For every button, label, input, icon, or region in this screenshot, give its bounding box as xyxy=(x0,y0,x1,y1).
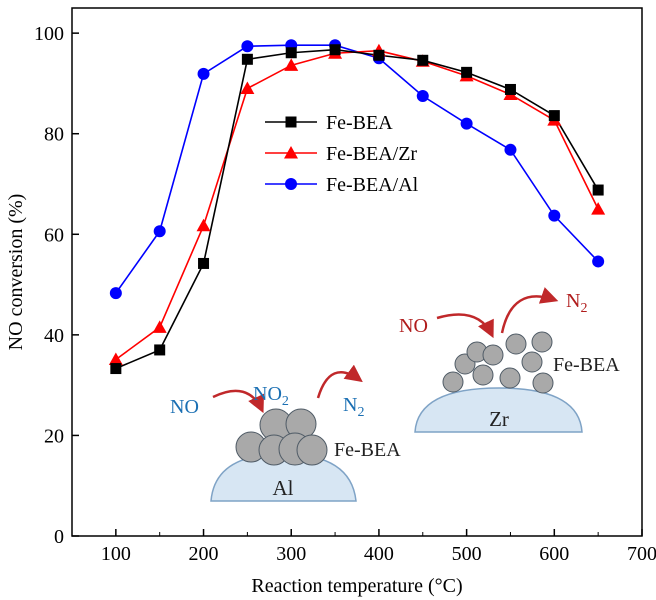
x-tick-label: 300 xyxy=(276,543,306,565)
al-catalyst-label: Fe-BEA xyxy=(334,439,401,461)
zr-particle xyxy=(532,372,554,394)
axis-ticks: 100 200 300 400 500 600 700 0 20 40 60 80 100 xyxy=(34,23,656,565)
y-tick-label: 80 xyxy=(44,124,64,146)
legend-marker xyxy=(284,146,298,159)
data-point-triangle xyxy=(108,352,123,365)
zr-support-label: Zr xyxy=(489,407,509,431)
zr-particle xyxy=(521,351,543,373)
zr-particle xyxy=(442,371,464,393)
data-point-square xyxy=(592,184,604,196)
al-no2-base: NO xyxy=(253,383,282,405)
data-point-circle xyxy=(416,90,429,102)
data-point-circle xyxy=(548,209,561,222)
zr-support xyxy=(414,387,583,433)
data-point-triangle xyxy=(591,202,606,215)
al-no2-label: NO2 xyxy=(253,383,289,409)
y-tick-label: 100 xyxy=(34,23,64,45)
data-point-square xyxy=(548,110,560,122)
data-point-square xyxy=(461,66,473,78)
y-tick-label: 40 xyxy=(44,325,64,347)
zr-arrow-no-to-surface xyxy=(436,313,494,339)
series-line-triangle xyxy=(115,49,599,361)
al-arrow-no2-to-n2 xyxy=(316,364,363,399)
zr-particle xyxy=(505,333,527,355)
plot-frame xyxy=(71,7,643,537)
data-point-circle xyxy=(460,117,473,130)
x-tick-label: 200 xyxy=(189,543,219,565)
data-point-square xyxy=(504,83,516,95)
series-line-square xyxy=(115,48,599,370)
legend-marker xyxy=(285,116,297,128)
al-no-label: NO xyxy=(170,396,199,418)
data-point-triangle xyxy=(196,218,211,232)
series-line-circle xyxy=(115,44,599,294)
legend: Fe-BEA Fe-BEA/Zr Fe-BEA/Al xyxy=(265,112,419,196)
data-point-square xyxy=(241,53,253,65)
legend-label: Fe-BEA xyxy=(326,112,393,134)
al-support-label: Al xyxy=(273,476,294,500)
data-point-square xyxy=(154,344,166,356)
x-tick-label: 500 xyxy=(452,543,482,565)
legend-label: Fe-BEA/Zr xyxy=(326,143,417,165)
zr-n2-base: N xyxy=(566,290,580,312)
x-tick-label: 700 xyxy=(627,543,656,565)
x-tick-label: 400 xyxy=(364,543,394,565)
y-tick-label: 20 xyxy=(44,425,64,447)
data-point-square xyxy=(110,363,122,375)
data-point-triangle xyxy=(240,81,255,94)
series-lines xyxy=(115,44,599,370)
zr-n2-sub: 2 xyxy=(580,301,587,316)
data-point-circle xyxy=(153,225,166,238)
al-n2-sub: 2 xyxy=(357,405,364,420)
al-particle xyxy=(296,434,328,466)
series-markers xyxy=(108,39,606,375)
y-tick-label: 60 xyxy=(44,224,64,246)
al-n2-base: N xyxy=(343,394,357,416)
data-point-square xyxy=(373,49,385,61)
zr-arrow-surface-to-n2 xyxy=(500,287,559,334)
x-tick-label: 100 xyxy=(101,543,131,565)
data-point-circle xyxy=(197,67,210,80)
zr-particle xyxy=(531,331,553,353)
al-arrow-no-to-no2 xyxy=(212,389,264,414)
data-point-triangle xyxy=(284,58,299,71)
data-point-circle xyxy=(592,255,605,268)
data-point-circle xyxy=(504,143,517,156)
al-no2-sub: 2 xyxy=(282,394,289,409)
al-n2-label: N2 xyxy=(343,394,364,420)
legend-label: Fe-BEA/Al xyxy=(326,174,419,196)
inset-zr-schematic: NO N2 Fe-BEA Zr xyxy=(399,287,620,433)
zr-n2-label: N2 xyxy=(566,290,587,316)
data-point-square xyxy=(198,257,210,269)
y-axis-title: NO conversion (%) xyxy=(5,194,27,351)
data-point-square xyxy=(329,44,341,56)
zr-particle xyxy=(499,367,521,389)
zr-catalyst-label: Fe-BEA xyxy=(553,354,620,376)
data-point-circle xyxy=(109,287,122,300)
data-point-triangle xyxy=(152,320,167,333)
x-tick-label: 600 xyxy=(539,543,569,565)
zr-no-label: NO xyxy=(399,315,428,337)
y-tick-label: 0 xyxy=(54,526,64,548)
data-point-square xyxy=(417,54,429,66)
x-axis-title: Reaction temperature (°C) xyxy=(251,575,462,597)
data-point-square xyxy=(285,47,297,59)
data-point-circle xyxy=(241,40,254,53)
legend-marker xyxy=(285,178,297,190)
inset-al-schematic: NO NO2 N2 Fe-BEA Al xyxy=(170,364,401,502)
zr-particle xyxy=(482,344,504,366)
zr-particle xyxy=(472,364,494,386)
